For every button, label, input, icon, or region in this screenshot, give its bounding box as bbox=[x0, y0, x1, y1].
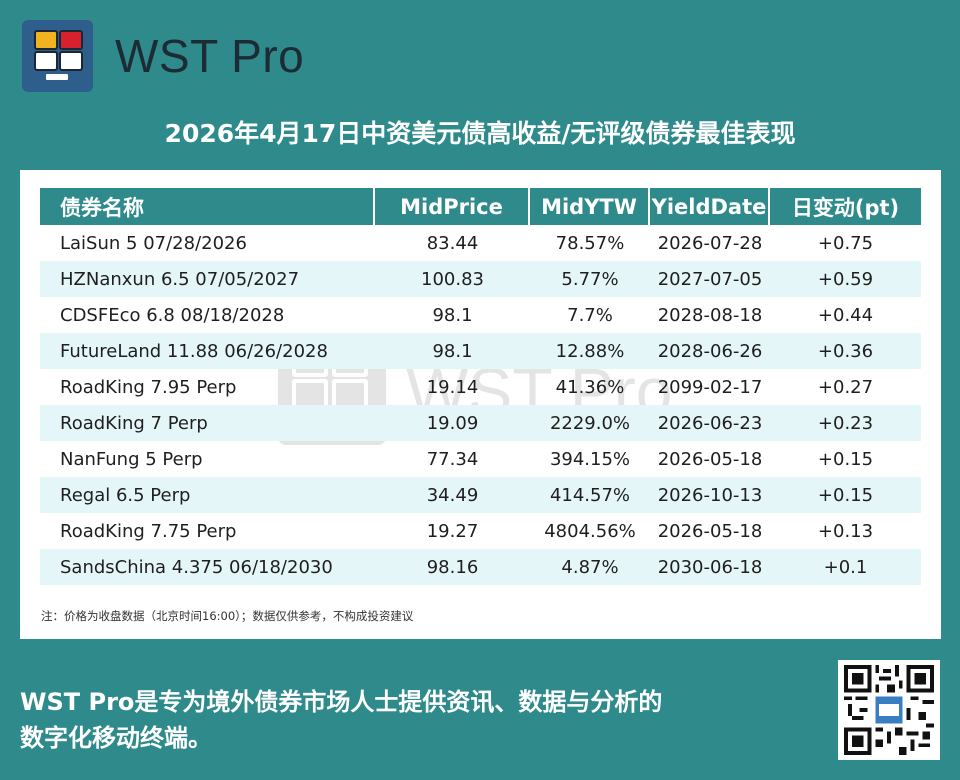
mid-ytw-cell: 4.87% bbox=[530, 549, 650, 585]
mid-price-cell: 100.83 bbox=[375, 261, 530, 297]
daily-change-cell: +0.59 bbox=[770, 261, 921, 297]
mid-ytw-cell: 2229.0% bbox=[530, 405, 650, 441]
table-row: RoadKing 7.75 Perp 19.27 4804.56% 2026-0… bbox=[40, 513, 921, 549]
mid-price-cell: 19.09 bbox=[375, 405, 530, 441]
bond-name-cell: SandsChina 4.375 06/18/2030 bbox=[40, 549, 375, 585]
yield-date-cell: 2028-06-26 bbox=[650, 333, 770, 369]
mid-ytw-cell: 12.88% bbox=[530, 333, 650, 369]
daily-change-cell: +0.15 bbox=[817, 448, 874, 470]
mid-ytw-cell: 78.57% bbox=[555, 232, 625, 254]
table-row: CDSFEco 6.8 08/18/2028 98.1 7.7% 2028-08… bbox=[40, 297, 921, 333]
mid-price-cell: 98.1 bbox=[375, 333, 530, 369]
daily-change-cell: +0.36 bbox=[770, 333, 921, 369]
table-row: SandsChina 4.375 06/18/2030 98.16 4.87% … bbox=[40, 549, 921, 585]
table-row: LaiSun 5 07/28/2026 83.44 78.57% 2026-07… bbox=[40, 225, 921, 261]
monitor-grid-logo-icon bbox=[22, 20, 93, 92]
mid-ytw-cell: 4804.56% bbox=[544, 520, 636, 542]
daily-change-cell: +0.23 bbox=[770, 405, 921, 441]
daily-change-cell: +0.1 bbox=[770, 549, 921, 585]
bond-table: 债券名称 MidPrice MidYTW YieldDate 日变动(pt) L… bbox=[40, 188, 921, 585]
table-row: HZNanxun 6.5 07/05/2027 100.83 5.77% 202… bbox=[40, 261, 921, 297]
yield-date-cell: 2030-06-18 bbox=[650, 549, 770, 585]
header-daily-change: 日变动(pt) bbox=[770, 188, 921, 225]
table-panel: WST Pro 债券名称 MidPrice MidYTW YieldDate 日… bbox=[20, 170, 941, 639]
mid-ytw-cell: 41.36% bbox=[555, 376, 625, 398]
header-bond-name: 债券名称 bbox=[40, 188, 375, 225]
bond-name-cell: RoadKing 7.75 Perp bbox=[60, 520, 237, 542]
bond-name-cell: NanFung 5 Perp bbox=[60, 448, 203, 470]
table-header-row: 债券名称 MidPrice MidYTW YieldDate 日变动(pt) bbox=[40, 188, 921, 225]
mid-ytw-cell: 414.57% bbox=[530, 477, 650, 513]
daily-change-cell: +0.27 bbox=[817, 376, 874, 398]
yield-date-cell: 2026-10-13 bbox=[650, 477, 770, 513]
header-mid-price: MidPrice bbox=[375, 188, 530, 225]
header-yield-date: YieldDate bbox=[650, 188, 770, 225]
header-mid-ytw: MidYTW bbox=[530, 188, 650, 225]
bond-name-cell: CDSFEco 6.8 08/18/2028 bbox=[60, 304, 285, 326]
mid-price-cell: 98.1 bbox=[432, 304, 473, 326]
yield-date-cell: 2026-05-18 bbox=[657, 520, 763, 542]
mid-price-cell: 77.34 bbox=[426, 448, 479, 470]
mid-price-cell: 19.14 bbox=[426, 376, 479, 398]
table-row: RoadKing 7.95 Perp 19.14 41.36% 2099-02-… bbox=[40, 369, 921, 405]
yield-date-cell: 2028-08-18 bbox=[657, 304, 763, 326]
bond-name-cell: RoadKing 7.95 Perp bbox=[60, 376, 237, 398]
mid-ytw-cell: 5.77% bbox=[530, 261, 650, 297]
yield-date-cell: 2026-05-18 bbox=[657, 448, 763, 470]
daily-change-cell: +0.75 bbox=[817, 232, 874, 254]
bond-name-cell: Regal 6.5 Perp bbox=[40, 477, 375, 513]
mid-ytw-cell: 394.15% bbox=[549, 448, 631, 470]
mid-ytw-cell: 7.7% bbox=[567, 304, 613, 326]
footer-tagline: WST Pro是专为境外债券市场人士提供资讯、数据与分析的 数字化移动终端。 bbox=[20, 684, 810, 756]
mid-price-cell: 98.16 bbox=[375, 549, 530, 585]
daily-change-cell: +0.13 bbox=[817, 520, 874, 542]
footer-line-1: WST Pro是专为境外债券市场人士提供资讯、数据与分析的 bbox=[20, 688, 663, 716]
footer-line-2: 数字化移动终端。 bbox=[20, 724, 212, 752]
table-row: FutureLand 11.88 06/26/2028 98.1 12.88% … bbox=[40, 333, 921, 369]
table-row: Regal 6.5 Perp 34.49 414.57% 2026-10-13 … bbox=[40, 477, 921, 513]
qr-code-icon bbox=[838, 660, 940, 760]
daily-change-cell: +0.15 bbox=[770, 477, 921, 513]
disclaimer-note: 注：价格为收盘数据（北京时间16:00）；数据仅供参考，不构成投资建议 bbox=[41, 609, 414, 623]
yield-date-cell: 2026-06-23 bbox=[650, 405, 770, 441]
bond-name-cell: FutureLand 11.88 06/26/2028 bbox=[40, 333, 375, 369]
brand-name: WST Pro bbox=[115, 30, 305, 82]
table-row: NanFung 5 Perp 77.34 394.15% 2026-05-18 … bbox=[40, 441, 921, 477]
mid-price-cell: 34.49 bbox=[375, 477, 530, 513]
bond-name-cell: RoadKing 7 Perp bbox=[40, 405, 375, 441]
bond-name-cell: HZNanxun 6.5 07/05/2027 bbox=[40, 261, 375, 297]
mid-price-cell: 19.27 bbox=[426, 520, 479, 542]
mid-price-cell: 83.44 bbox=[426, 232, 479, 254]
table-row: RoadKing 7 Perp 19.09 2229.0% 2026-06-23… bbox=[40, 405, 921, 441]
yield-date-cell: 2027-07-05 bbox=[650, 261, 770, 297]
bond-name-cell: LaiSun 5 07/28/2026 bbox=[60, 232, 247, 254]
page-title: 2026年4月17日中资美元债高收益/无评级债券最佳表现 bbox=[164, 119, 796, 148]
yield-date-cell: 2099-02-17 bbox=[657, 376, 763, 398]
yield-date-cell: 2026-07-28 bbox=[657, 232, 763, 254]
daily-change-cell: +0.44 bbox=[817, 304, 874, 326]
brand-header: WST Pro bbox=[22, 20, 304, 92]
